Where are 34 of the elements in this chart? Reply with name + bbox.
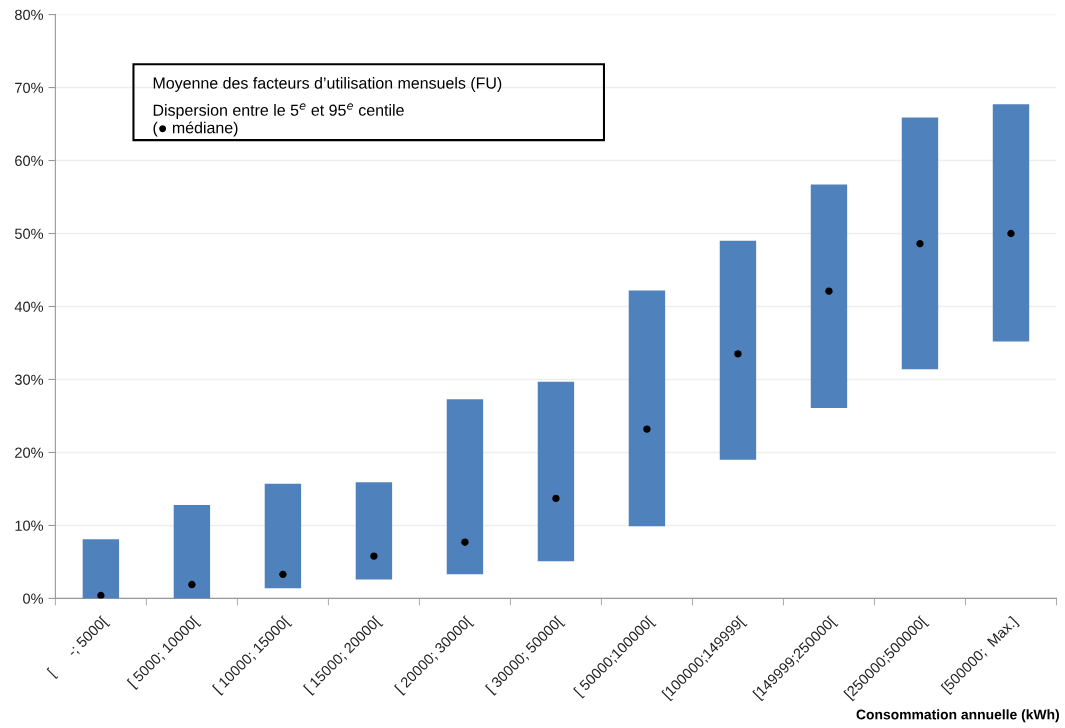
y-tick-label: 70% bbox=[15, 82, 44, 93]
point bbox=[279, 570, 287, 579]
point bbox=[1007, 229, 1015, 238]
point bbox=[643, 425, 651, 433]
bar bbox=[719, 240, 757, 460]
point bbox=[461, 538, 469, 546]
y-tick-label: 10% bbox=[15, 520, 44, 531]
annotation: Moyenne des facteurs d’utilisation mensuels (FU) bbox=[153, 77, 502, 92]
y-tick-label: 50% bbox=[14, 228, 44, 239]
bar bbox=[810, 184, 848, 408]
point bbox=[188, 580, 196, 589]
point bbox=[916, 240, 924, 248]
bar bbox=[355, 482, 393, 580]
bar bbox=[264, 483, 302, 589]
point bbox=[734, 350, 742, 358]
y-tick-label: 60% bbox=[15, 155, 44, 166]
point bbox=[552, 494, 560, 503]
bar bbox=[82, 539, 120, 599]
y-tick-label: 80% bbox=[15, 9, 44, 20]
x-axis-title: Consommation annuelle (kWh) bbox=[856, 709, 1059, 723]
point bbox=[825, 287, 833, 295]
bar bbox=[901, 117, 939, 370]
point bbox=[370, 552, 378, 560]
bar bbox=[446, 399, 484, 575]
y-tick-label: 30% bbox=[14, 374, 44, 385]
bar bbox=[537, 381, 575, 562]
y-tick-label: 20% bbox=[15, 447, 44, 458]
y-tick-label: 40% bbox=[14, 301, 44, 312]
y-tick-label: 0% bbox=[23, 593, 44, 604]
bar bbox=[992, 104, 1030, 342]
text: Dispersion entre le 5$^{e}$ et 95$^{e}$ centile (● médiane) bbox=[153, 103, 404, 137]
bar bbox=[173, 505, 211, 599]
point bbox=[97, 591, 105, 599]
bar bbox=[628, 290, 666, 527]
